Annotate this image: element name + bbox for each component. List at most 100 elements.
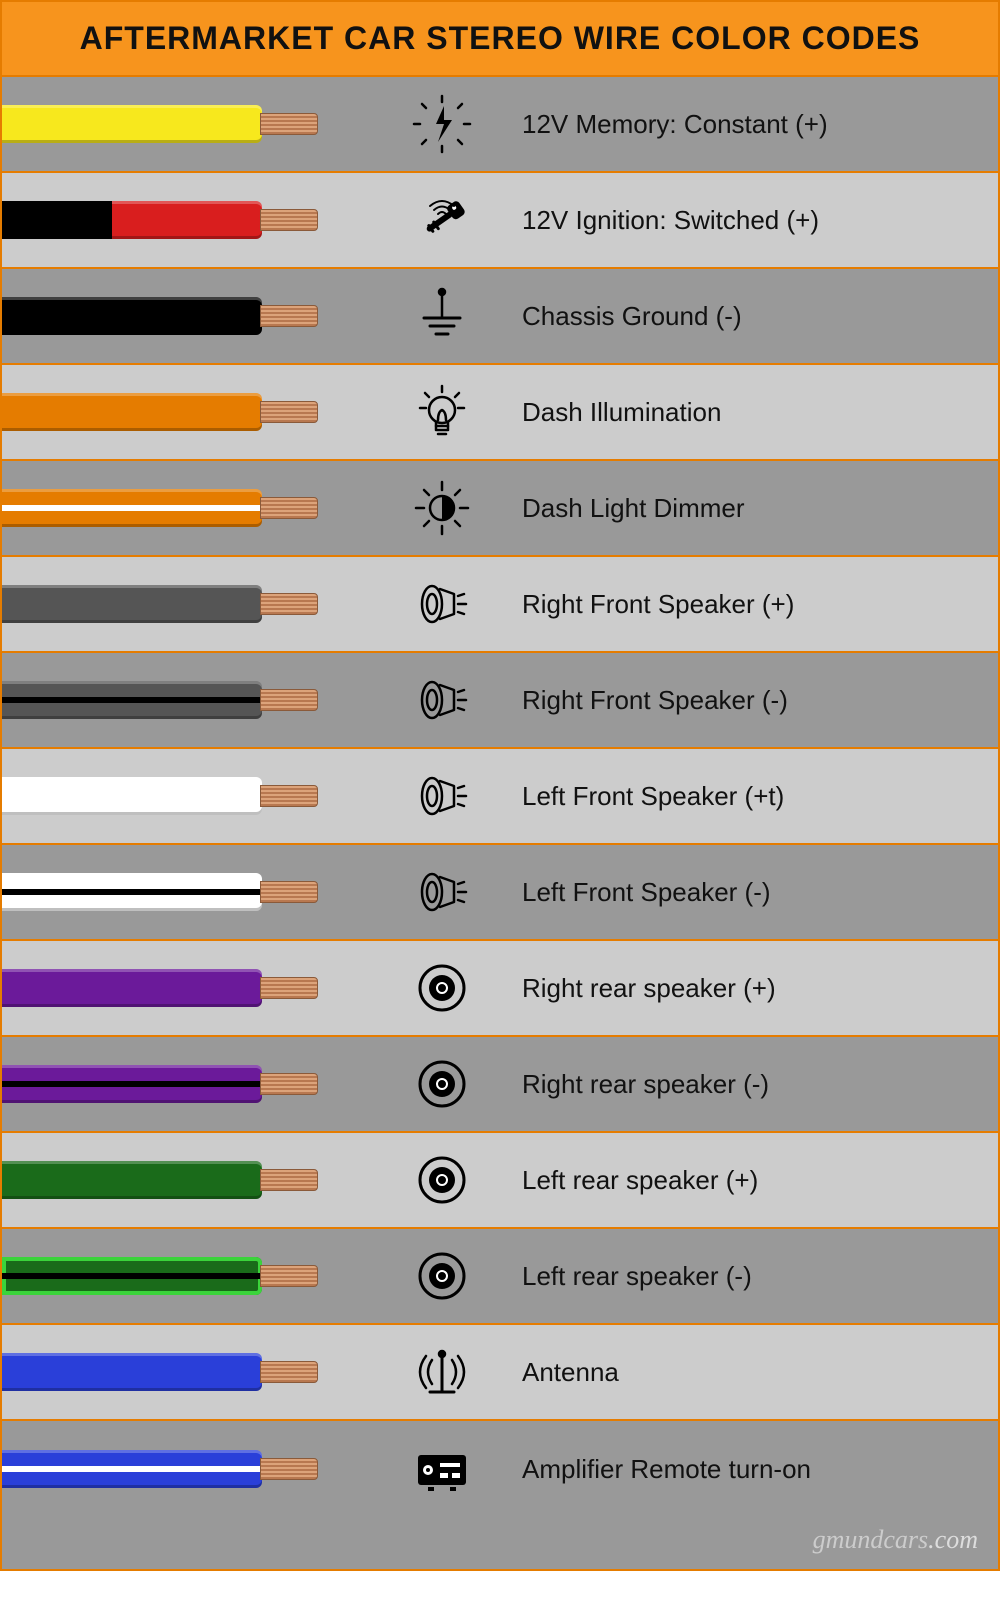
wire-row: Antenna	[2, 1325, 998, 1421]
wire-label: 12V Ignition: Switched (+)	[502, 205, 998, 236]
wire-copper	[260, 1265, 318, 1287]
wire-cell	[2, 461, 382, 555]
wire-cell	[2, 845, 382, 939]
wire-copper	[260, 1458, 318, 1480]
wire-graphic	[2, 1253, 302, 1299]
wire-row: Left Front Speaker (+t)	[2, 749, 998, 845]
wire-insulation	[2, 969, 262, 1007]
wire-label: Right Front Speaker (-)	[502, 685, 998, 716]
wire-row: Dash Illumination	[2, 365, 998, 461]
wire-insulation	[2, 297, 262, 335]
wire-graphic	[2, 581, 302, 627]
wire-row: Dash Light Dimmer	[2, 461, 998, 557]
wire-insulation	[2, 105, 262, 143]
wire-cell	[2, 77, 382, 171]
wire-row: Right Front Speaker (+)	[2, 557, 998, 653]
footer-tld: .com	[928, 1525, 978, 1554]
wire-row: Right Front Speaker (-)	[2, 653, 998, 749]
speaker-round-icon	[382, 1229, 502, 1323]
wire-cell	[2, 1325, 382, 1419]
rows-container: 12V Memory: Constant (+) 12V Ignition: Sw…	[2, 77, 998, 1517]
wire-insulation	[2, 1353, 262, 1391]
wire-graphic	[2, 773, 302, 819]
wire-copper	[260, 1169, 318, 1191]
wire-row: 12V Ignition: Switched (+)	[2, 173, 998, 269]
wire-insulation	[2, 777, 262, 815]
wire-insulation	[2, 585, 262, 623]
wire-label: Left Front Speaker (-)	[502, 877, 998, 908]
wire-cell	[2, 365, 382, 459]
wire-copper	[260, 689, 318, 711]
wire-label: Right rear speaker (-)	[502, 1069, 998, 1100]
wire-row: Left Front Speaker (-)	[2, 845, 998, 941]
speaker-side-icon	[382, 749, 502, 843]
wire-label: Dash Light Dimmer	[502, 493, 998, 524]
wire-copper	[260, 881, 318, 903]
wire-graphic	[2, 293, 302, 339]
wire-graphic	[2, 197, 302, 243]
wire-label: Left rear speaker (+)	[502, 1165, 998, 1196]
speaker-round-icon	[382, 941, 502, 1035]
wire-graphic	[2, 485, 302, 531]
wire-copper	[260, 1073, 318, 1095]
wire-insulation	[2, 393, 262, 431]
wire-copper	[260, 593, 318, 615]
wire-cell	[2, 1037, 382, 1131]
speaker-side-icon	[382, 845, 502, 939]
wire-copper	[260, 977, 318, 999]
wire-graphic	[2, 1157, 302, 1203]
wire-stripe	[2, 1466, 262, 1472]
wire-stripe	[2, 889, 262, 895]
ground-icon	[382, 269, 502, 363]
wire-row: Left rear speaker (-)	[2, 1229, 998, 1325]
wire-cell	[2, 1229, 382, 1323]
speaker-round-icon	[382, 1133, 502, 1227]
wire-row: Chassis Ground (-)	[2, 269, 998, 365]
wire-cell	[2, 1421, 382, 1517]
wire-cell	[2, 653, 382, 747]
wire-copper	[260, 209, 318, 231]
wire-stripe	[2, 505, 262, 511]
wire-copper	[260, 785, 318, 807]
wire-copper	[260, 401, 318, 423]
wire-stripe	[2, 1273, 262, 1279]
wire-cell	[2, 173, 382, 267]
wire-label: Left Front Speaker (+t)	[502, 781, 998, 812]
speaker-round-icon	[382, 1037, 502, 1131]
wire-black-segment	[2, 201, 112, 239]
wire-graphic	[2, 389, 302, 435]
wire-label: Left rear speaker (-)	[502, 1261, 998, 1292]
wire-copper	[260, 305, 318, 327]
wire-graphic	[2, 1349, 302, 1395]
bulb-icon	[382, 365, 502, 459]
wire-label: Chassis Ground (-)	[502, 301, 998, 332]
wire-row: Right rear speaker (+)	[2, 941, 998, 1037]
title-text: AFTERMARKET CAR STEREO WIRE COLOR CODES	[80, 20, 921, 56]
wire-label: Amplifier Remote turn-on	[502, 1454, 998, 1485]
wire-label: Right rear speaker (+)	[502, 973, 998, 1004]
wire-graphic	[2, 1061, 302, 1107]
wire-cell	[2, 941, 382, 1035]
wire-graphic	[2, 677, 302, 723]
wire-label: Antenna	[502, 1357, 998, 1388]
wire-copper	[260, 1361, 318, 1383]
speaker-side-icon	[382, 557, 502, 651]
key-icon	[382, 173, 502, 267]
wire-graphic	[2, 1446, 302, 1492]
wire-row: 12V Memory: Constant (+)	[2, 77, 998, 173]
wire-cell	[2, 749, 382, 843]
wire-graphic	[2, 869, 302, 915]
wire-graphic	[2, 101, 302, 147]
wire-row: Right rear speaker (-)	[2, 1037, 998, 1133]
wire-label: Dash Illumination	[502, 397, 998, 428]
antenna-icon	[382, 1325, 502, 1419]
wire-label: Right Front Speaker (+)	[502, 589, 998, 620]
brightness-icon	[382, 461, 502, 555]
wire-label: 12V Memory: Constant (+)	[502, 109, 998, 140]
speaker-side-icon	[382, 653, 502, 747]
wire-row: Left rear speaker (+)	[2, 1133, 998, 1229]
wire-graphic	[2, 965, 302, 1011]
footer-domain: gmundcars	[813, 1525, 929, 1554]
wire-stripe	[2, 1081, 262, 1087]
wire-cell	[2, 557, 382, 651]
